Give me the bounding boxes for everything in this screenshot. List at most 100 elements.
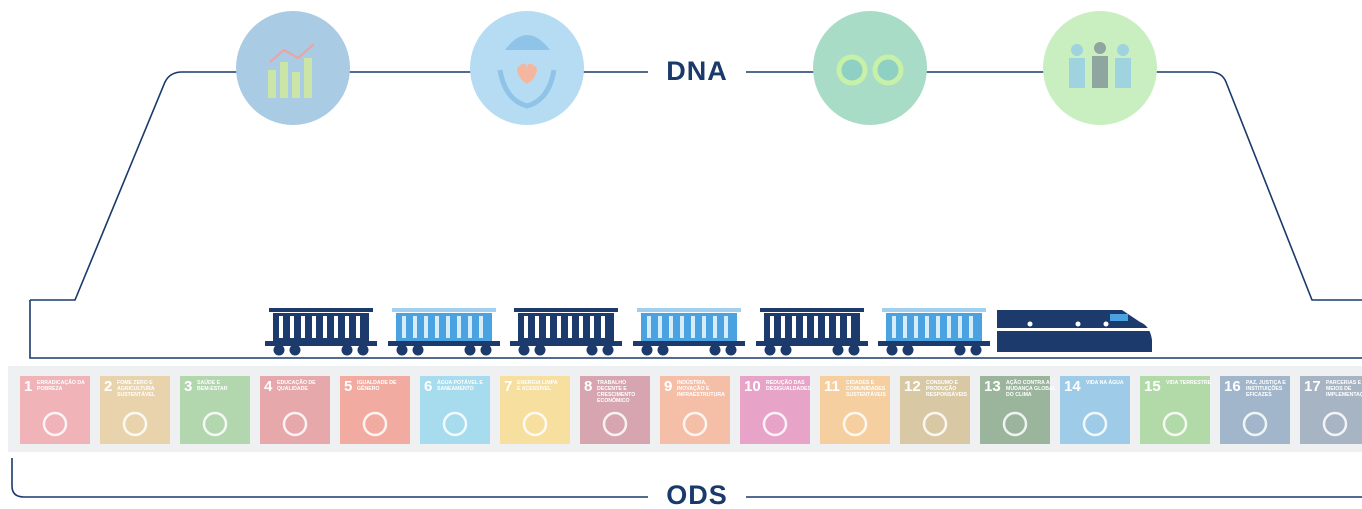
wagon-slat — [524, 316, 528, 338]
sdg-tile: 10REDUÇÃO DASDESIGUALDADES — [740, 376, 812, 444]
wheel — [971, 345, 982, 356]
wheel — [955, 345, 966, 356]
wagon-slat — [958, 316, 962, 338]
tile-label: VIDA NA ÁGUA — [1086, 379, 1124, 386]
tile-number: 17 — [1304, 378, 1321, 395]
wheel — [710, 345, 721, 356]
wagon-slat — [680, 316, 684, 338]
wagon-slat — [914, 316, 918, 338]
tile-number: 8 — [584, 378, 592, 395]
wagon-slat — [647, 316, 651, 338]
sdg-tile: 15VIDA TERRESTRE — [1140, 376, 1212, 444]
tile-label: VIDA TERRESTRE — [1166, 380, 1212, 386]
wagon — [633, 308, 745, 356]
wagon-roof — [882, 308, 986, 312]
wheel — [535, 345, 546, 356]
tile-number: 11 — [824, 378, 840, 395]
loco-dot — [1028, 322, 1033, 327]
tile-number: 3 — [184, 378, 192, 395]
sdg-tile: 14 VIDA NA ÁGUA — [1060, 376, 1130, 444]
wagon-base — [756, 341, 868, 346]
wagon-body — [764, 313, 860, 341]
wagon-roof — [392, 308, 496, 312]
wheel — [519, 345, 530, 356]
wagon-slat — [279, 316, 283, 338]
wagon-slat — [691, 316, 695, 338]
ods-title: ODS — [666, 480, 728, 509]
wagon-slat — [579, 316, 583, 338]
wagon-slat — [903, 316, 907, 338]
dna-bracket — [30, 72, 1362, 300]
wagon-slat — [836, 316, 840, 338]
wagon-slat — [312, 316, 316, 338]
wheel — [903, 345, 914, 356]
wagon-slat — [803, 316, 807, 338]
wagon-slat — [925, 316, 929, 338]
wagon-slat — [301, 316, 305, 338]
wagon-slat — [402, 316, 406, 338]
sdg-tile: 11CIDADES ECOMUNIDADESSUSTENTÁVEIS — [820, 376, 890, 444]
wagon — [756, 308, 868, 356]
tile-number: 9 — [664, 378, 672, 395]
wagon-slat — [457, 316, 461, 338]
wagon-base — [633, 341, 745, 346]
icon-data — [236, 11, 350, 125]
wagon-base — [878, 341, 990, 346]
wagon-slat — [601, 316, 605, 338]
wagon-slat — [892, 316, 896, 338]
wagon-roof — [760, 308, 864, 312]
tile-number: 10 — [744, 378, 761, 395]
wagon-slat — [413, 316, 417, 338]
tile-number: 12 — [904, 378, 921, 395]
wagon-body — [518, 313, 614, 341]
loco-stripe — [997, 328, 1152, 331]
tile-number: 13 — [984, 378, 1001, 395]
wagon — [265, 308, 377, 356]
train — [265, 308, 1152, 356]
wagon — [878, 308, 990, 356]
wagon-slat — [435, 316, 439, 338]
wheel — [587, 345, 598, 356]
wheel — [413, 345, 424, 356]
wagon-body — [886, 313, 982, 341]
wagon-slat — [724, 316, 728, 338]
wheel — [887, 345, 898, 356]
wagon-slat — [557, 316, 561, 338]
wheel — [726, 345, 737, 356]
wagon-slat — [345, 316, 349, 338]
tile-number: 2 — [104, 378, 112, 395]
tile-number: 4 — [264, 378, 273, 395]
wheel — [833, 345, 844, 356]
tile-number: 7 — [504, 378, 512, 395]
wheel — [642, 345, 653, 356]
wagon — [510, 308, 622, 356]
wagon-slat — [936, 316, 940, 338]
wagon — [388, 308, 500, 356]
wagon-slat — [792, 316, 796, 338]
wagon-slat — [947, 316, 951, 338]
wagon-slat — [702, 316, 706, 338]
wagon-slat — [825, 316, 829, 338]
wagon-slat — [424, 316, 428, 338]
tile-number: 14 — [1064, 378, 1081, 395]
sdg-tile: 1ERRADICAÇÃO DAPOBREZA — [20, 376, 90, 444]
wagon-slat — [847, 316, 851, 338]
locomotive — [997, 310, 1152, 352]
wagon-body — [396, 313, 492, 341]
sdg-tile: 7ENERGIA LIMPAE ACESSÍVEL — [500, 376, 570, 444]
wheel — [603, 345, 614, 356]
wagon-slat — [770, 316, 774, 338]
wheel — [290, 345, 301, 356]
wagon-slat — [479, 316, 483, 338]
wagon-slat — [356, 316, 360, 338]
wheel — [465, 345, 476, 356]
loco-dot — [1104, 322, 1109, 327]
